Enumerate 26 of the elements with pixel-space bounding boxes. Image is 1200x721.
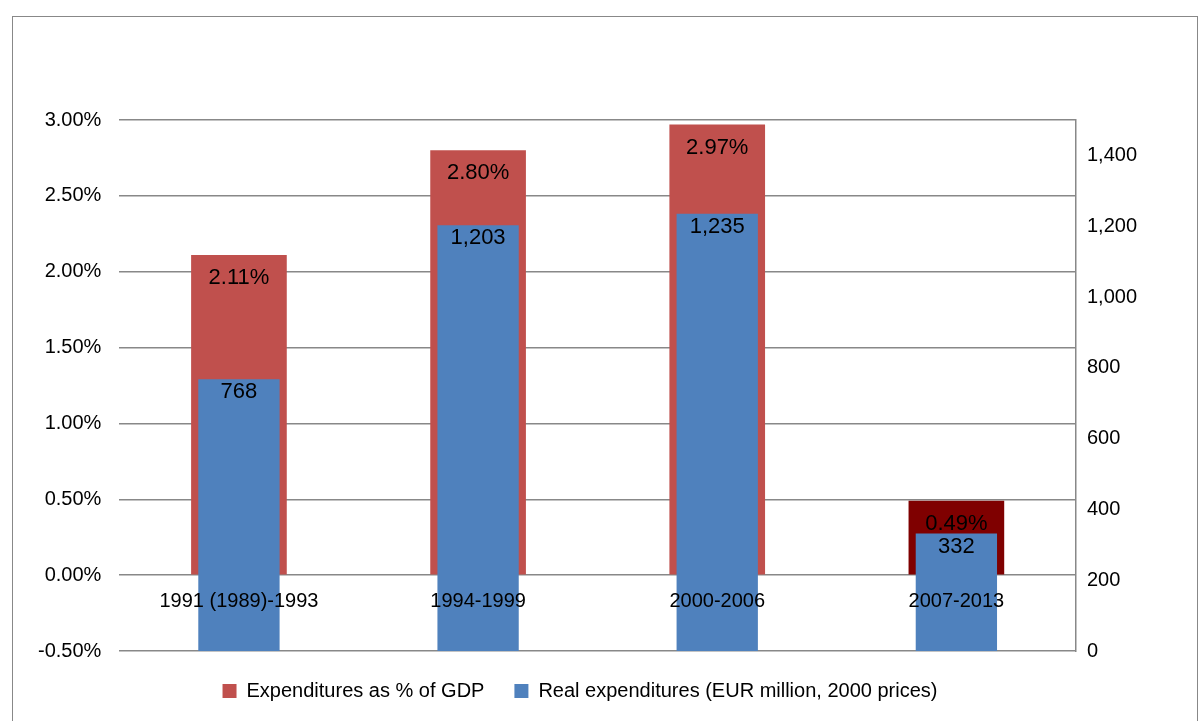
y-tick-label: 1.00% xyxy=(44,410,102,433)
y2-tick-label: 1,000 xyxy=(1086,284,1138,307)
data-label: 1,203 xyxy=(450,224,506,250)
y-tick-label: 3.00% xyxy=(44,107,102,130)
y-tick-label: 0.50% xyxy=(44,486,102,509)
legend-label: Real expenditures (EUR million, 2000 prices) xyxy=(538,678,938,701)
y-tick-label: 1.50% xyxy=(44,335,102,358)
data-label: 768 xyxy=(220,378,258,404)
y-tick-label: 0.00% xyxy=(44,562,102,585)
y-tick-label: 2.50% xyxy=(44,183,102,206)
data-label: 1,235 xyxy=(689,212,745,238)
y2-tick-label: 800 xyxy=(1086,355,1121,378)
y2-tick-label: 400 xyxy=(1086,496,1121,519)
y2-tick-label: 0 xyxy=(1086,638,1099,661)
y2-tick-label: 1,200 xyxy=(1086,213,1138,236)
y-tick-label: -0.50% xyxy=(37,638,102,661)
y2-tick-label: 600 xyxy=(1086,426,1121,449)
data-label: 332 xyxy=(938,532,975,558)
y2-tick-label: 1,400 xyxy=(1086,142,1138,165)
y-tick-label: 2.00% xyxy=(44,259,102,282)
data-label: 2.97% xyxy=(686,133,749,159)
legend-label: Expenditures as % of GDP xyxy=(246,678,485,701)
data-label: 0.49% xyxy=(925,509,988,535)
y2-tick-label: 200 xyxy=(1086,567,1121,590)
data-label: 2.11% xyxy=(208,264,270,290)
data-label: 2.80% xyxy=(446,159,510,185)
